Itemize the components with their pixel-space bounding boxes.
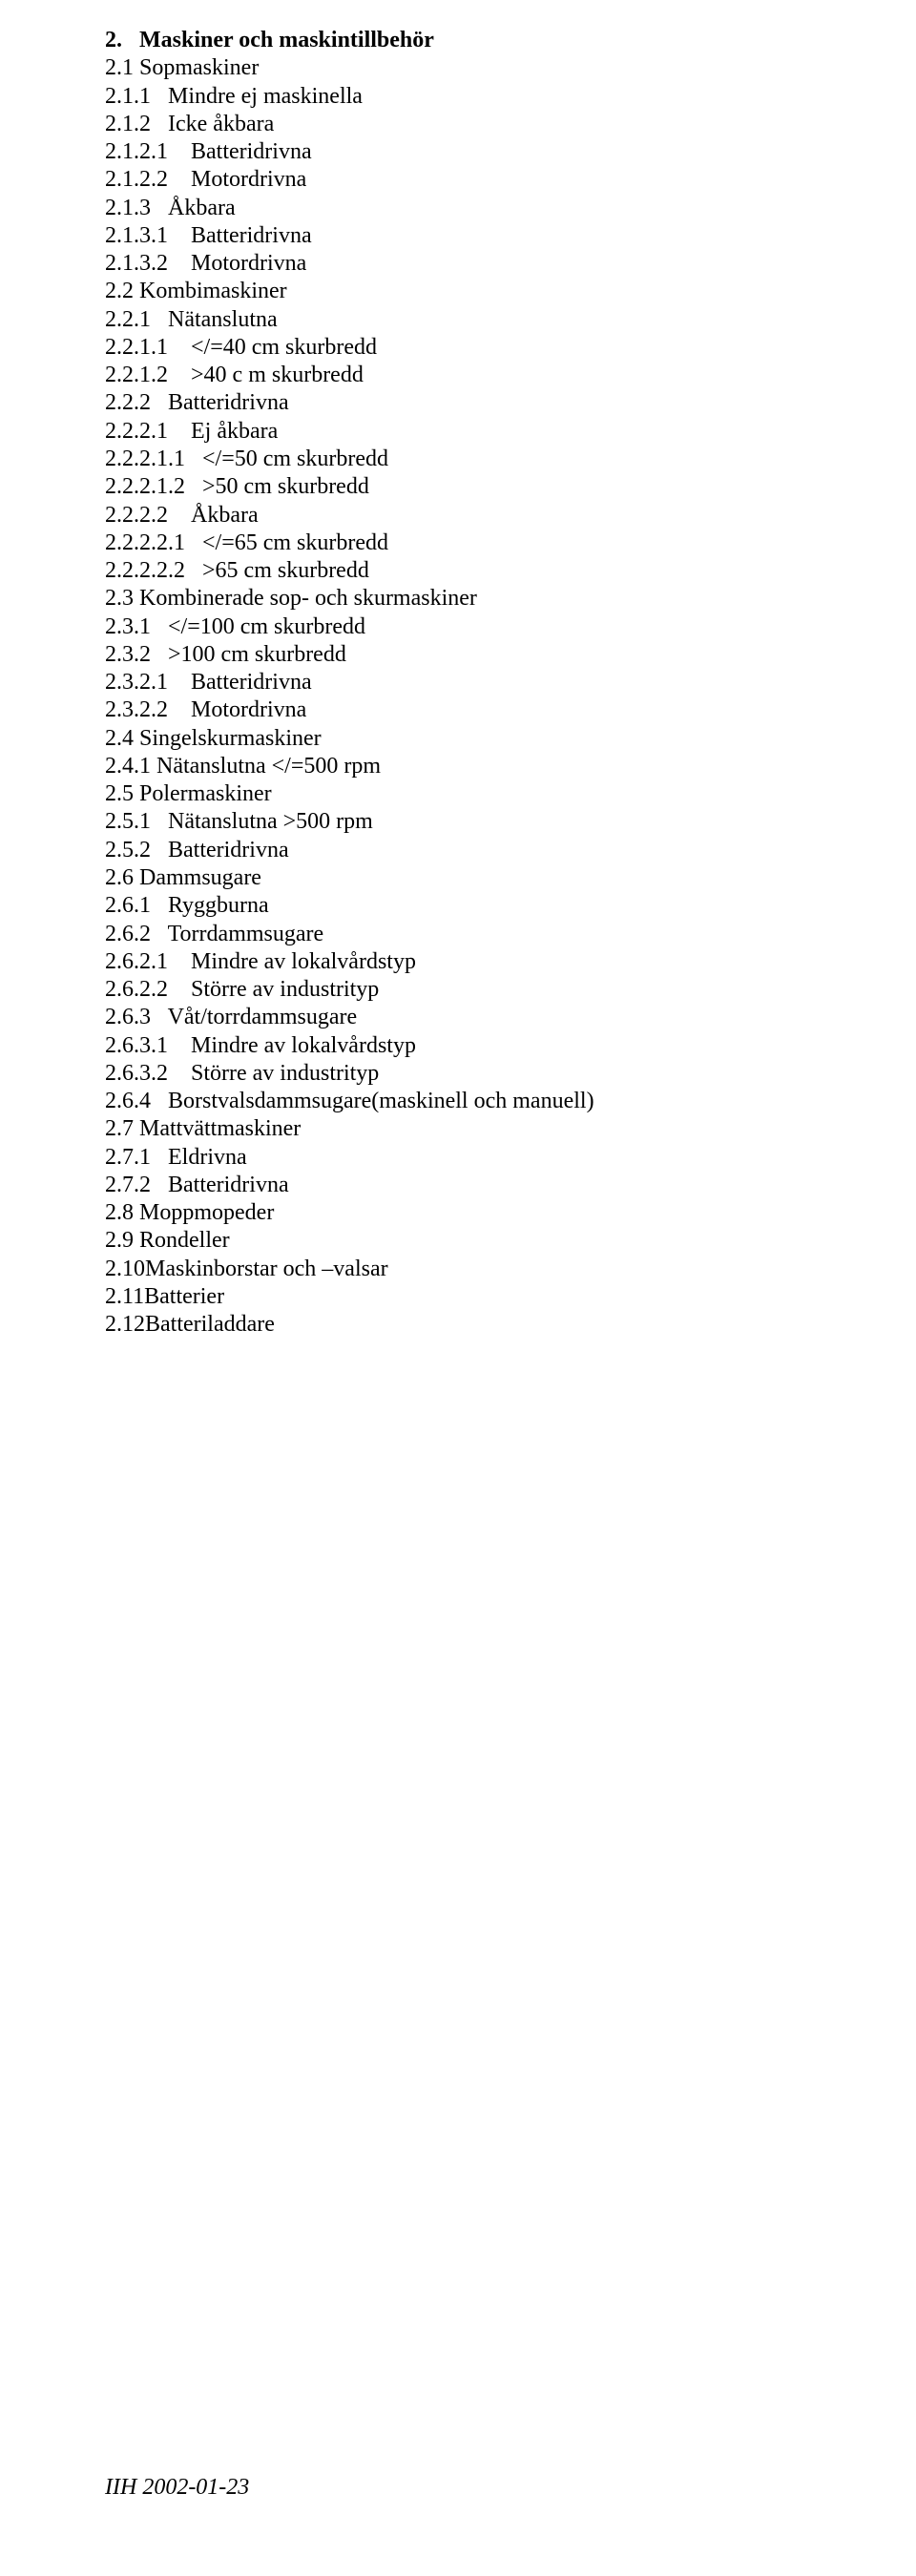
- toc-line: 2.6.3 Våt/torrdammsugare: [105, 1004, 916, 1031]
- toc-line: 2.1.3 Åkbara: [105, 195, 916, 222]
- toc-line: 2.5 Polermaskiner: [105, 780, 916, 808]
- toc-line: 2.5.2 Batteridrivna: [105, 837, 916, 864]
- toc-line: 2.3.2 >100 cm skurbredd: [105, 641, 916, 669]
- toc-line: 2.6 Dammsugare: [105, 864, 916, 892]
- footer-text: IIH 2002-01-23: [105, 2474, 249, 2502]
- toc-line: 2.4 Singelskurmaskiner: [105, 725, 916, 753]
- section-heading: 2. Maskiner och maskintillbehör: [105, 27, 916, 54]
- toc-line: 2.2.1.1 </=40 cm skurbredd: [105, 334, 916, 362]
- toc-line: 2.2.2.1.1 </=50 cm skurbredd: [105, 446, 916, 473]
- toc-line: 2.2.2.2.2 >65 cm skurbredd: [105, 557, 916, 585]
- toc-line: 2.1.2.1 Batteridrivna: [105, 138, 916, 166]
- toc-line: 2.7 Mattvättmaskiner: [105, 1115, 916, 1143]
- toc-line: 2.2.2.1 Ej åkbara: [105, 418, 916, 446]
- toc-line: 2.1 Sopmaskiner: [105, 54, 916, 82]
- toc-line: 2.12Batteriladdare: [105, 1311, 916, 1339]
- toc-line: 2.3.1 </=100 cm skurbredd: [105, 613, 916, 641]
- toc-line: 2.2 Kombimaskiner: [105, 278, 916, 305]
- toc-line: 2.6.2.2 Större av industrityp: [105, 976, 916, 1004]
- toc-line: 2.3 Kombinerade sop- och skurmaskiner: [105, 585, 916, 613]
- toc-line: 2.3.2.2 Motordrivna: [105, 696, 916, 724]
- toc-line: 2.1.3.2 Motordrivna: [105, 250, 916, 278]
- toc-line: 2.6.3.2 Större av industrityp: [105, 1060, 916, 1088]
- toc-line: 2.6.1 Ryggburna: [105, 892, 916, 920]
- toc-line: 2.1.1 Mindre ej maskinella: [105, 83, 916, 111]
- toc-line: 2.11Batterier: [105, 1283, 916, 1311]
- toc-line: 2.9 Rondeller: [105, 1227, 916, 1255]
- toc-line: 2.8 Moppmopeder: [105, 1199, 916, 1227]
- toc-line: 2.4.1 Nätanslutna </=500 rpm: [105, 753, 916, 780]
- toc-line: 2.6.2 Torrdammsugare: [105, 921, 916, 948]
- toc-line: 2.7.2 Batteridrivna: [105, 1172, 916, 1199]
- toc-line: 2.2.1 Nätanslutna: [105, 306, 916, 334]
- toc-line: 2.2.1.2 >40 c m skurbredd: [105, 362, 916, 389]
- toc-line: 2.2.2.2.1 </=65 cm skurbredd: [105, 530, 916, 557]
- toc-line: 2.10Maskinborstar och –valsar: [105, 1256, 916, 1283]
- toc-line: 2.2.2.2 Åkbara: [105, 502, 916, 530]
- toc-line: 2.7.1 Eldrivna: [105, 1144, 916, 1172]
- toc-line: 2.2.2.1.2 >50 cm skurbredd: [105, 473, 916, 501]
- toc-line: 2.6.3.1 Mindre av lokalvårdstyp: [105, 1032, 916, 1060]
- toc-line: 2.1.3.1 Batteridrivna: [105, 222, 916, 250]
- toc-line: 2.6.2.1 Mindre av lokalvårdstyp: [105, 948, 916, 976]
- toc-line: 2.5.1 Nätanslutna >500 rpm: [105, 808, 916, 836]
- toc-line: 2.1.2.2 Motordrivna: [105, 166, 916, 194]
- toc-line: 2.3.2.1 Batteridrivna: [105, 669, 916, 696]
- toc-line: 2.1.2 Icke åkbara: [105, 111, 916, 138]
- toc-line: 2.2.2 Batteridrivna: [105, 389, 916, 417]
- toc-line: 2.6.4 Borstvalsdammsugare(maskinell och …: [105, 1088, 916, 1115]
- toc-body: 2.1 Sopmaskiner2.1.1 Mindre ej maskinell…: [105, 54, 916, 1339]
